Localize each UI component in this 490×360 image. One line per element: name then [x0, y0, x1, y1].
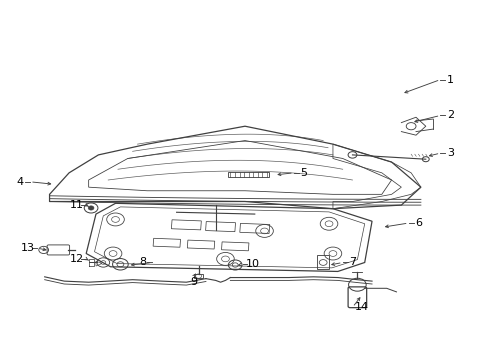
Text: 12: 12: [70, 254, 83, 264]
Text: 7: 7: [349, 257, 356, 267]
Bar: [228, 172, 270, 177]
Bar: [194, 274, 203, 278]
Text: 14: 14: [355, 302, 369, 312]
Text: 5: 5: [300, 168, 307, 178]
Text: 3: 3: [447, 148, 454, 158]
Text: 6: 6: [415, 218, 422, 228]
Circle shape: [422, 157, 429, 162]
Circle shape: [88, 206, 94, 210]
Text: 4: 4: [17, 177, 24, 187]
Text: 9: 9: [190, 277, 197, 287]
Bar: [318, 255, 329, 269]
Text: 10: 10: [245, 259, 259, 269]
Text: 13: 13: [21, 243, 35, 253]
Text: 1: 1: [447, 75, 454, 85]
Text: 8: 8: [139, 257, 146, 267]
Text: 11: 11: [70, 200, 83, 210]
Text: 2: 2: [447, 111, 454, 121]
